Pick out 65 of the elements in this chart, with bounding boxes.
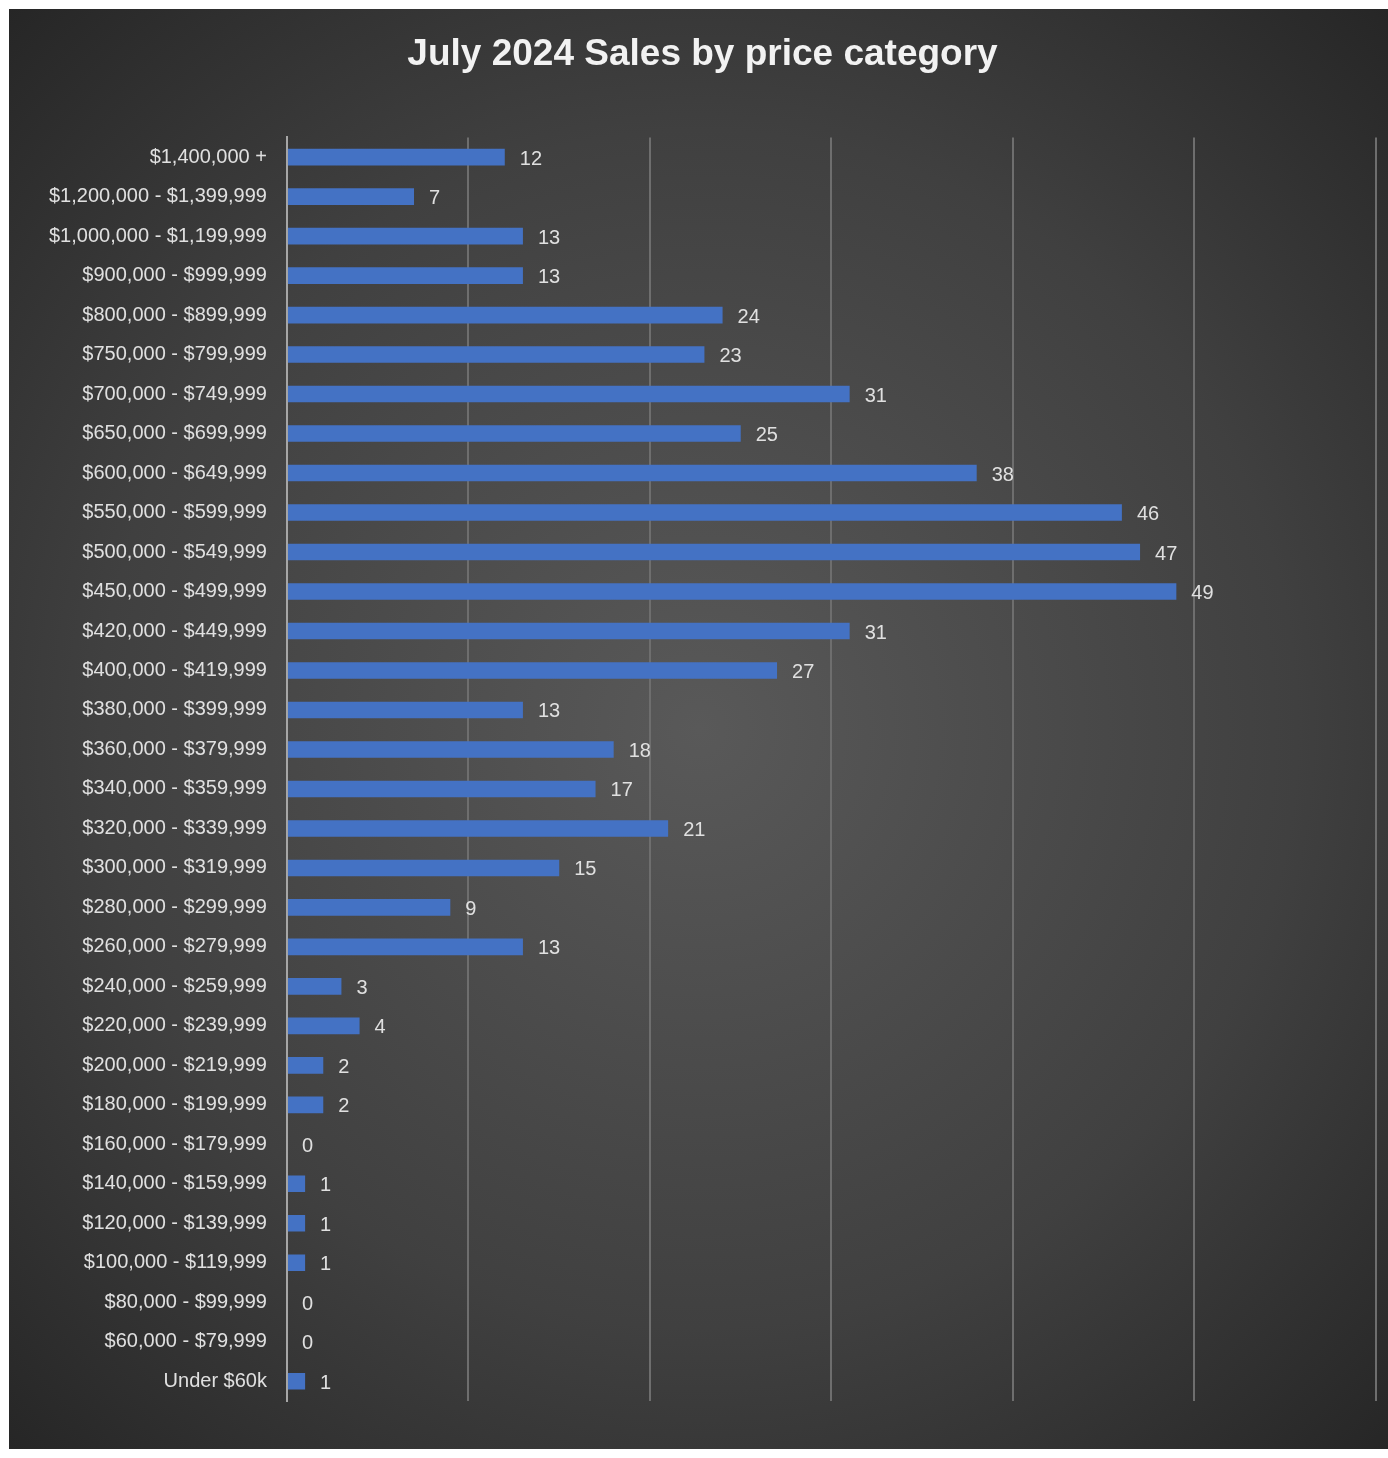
y-tick-label: $180,000 - $199,999 bbox=[82, 1092, 267, 1115]
data-label: 4 bbox=[374, 1015, 386, 1038]
y-tick-label: $750,000 - $799,999 bbox=[82, 342, 267, 365]
y-tick-label: $450,000 - $499,999 bbox=[82, 579, 267, 602]
y-tick-label: $120,000 - $139,999 bbox=[82, 1210, 267, 1233]
data-label: 0 bbox=[301, 1133, 314, 1156]
data-label: 27 bbox=[792, 660, 815, 682]
data-label: 31 bbox=[864, 383, 887, 406]
y-tick-label: $1,200,000 - $1,399,999 bbox=[49, 184, 267, 207]
chart-title: July 2024 Sales by price category bbox=[407, 32, 999, 74]
y-tick-label: $1,400,000 + bbox=[149, 144, 267, 167]
data-label: 2 bbox=[338, 1094, 350, 1117]
data-label: 1 bbox=[320, 1173, 332, 1196]
data-label: 38 bbox=[991, 462, 1014, 485]
y-tick-label: $200,000 - $219,999 bbox=[82, 1052, 267, 1075]
y-tick-label: $360,000 - $379,999 bbox=[82, 736, 267, 759]
data-label: 7 bbox=[429, 186, 441, 209]
y-tick-label: $220,000 - $239,999 bbox=[82, 1013, 267, 1036]
data-label: 17 bbox=[610, 778, 633, 801]
y-tick-label: $800,000 - $899,999 bbox=[82, 302, 267, 325]
data-label: 31 bbox=[864, 620, 887, 643]
y-tick-label: $300,000 - $319,999 bbox=[82, 855, 267, 878]
data-label: 46 bbox=[1136, 502, 1160, 525]
y-tick-label: $140,000 - $159,999 bbox=[82, 1171, 267, 1194]
y-tick-label: Under $60k bbox=[163, 1368, 268, 1391]
data-label: 13 bbox=[537, 265, 561, 288]
y-tick-label: $240,000 - $259,999 bbox=[82, 973, 267, 996]
data-label: 2 bbox=[338, 1054, 350, 1077]
data-label: 23 bbox=[719, 344, 742, 367]
y-tick-label: $500,000 - $549,999 bbox=[82, 539, 267, 562]
data-label: 25 bbox=[755, 423, 778, 446]
data-label: 13 bbox=[537, 225, 561, 248]
y-tick-label: $650,000 - $699,999 bbox=[82, 421, 267, 444]
data-label: 12 bbox=[519, 146, 543, 169]
y-tick-label: $550,000 - $599,999 bbox=[82, 500, 267, 523]
y-tick-label: $80,000 - $99,999 bbox=[104, 1289, 267, 1312]
data-label: 49 bbox=[1191, 581, 1214, 604]
data-label: 47 bbox=[1155, 541, 1178, 564]
y-tick-label: $320,000 - $339,999 bbox=[82, 815, 267, 838]
data-label: 24 bbox=[737, 304, 760, 327]
y-tick-label: $100,000 - $119,999 bbox=[83, 1250, 267, 1273]
y-tick-label: $900,000 - $999,999 bbox=[82, 263, 267, 286]
data-label: 0 bbox=[301, 1331, 314, 1354]
y-tick-label: $260,000 - $279,999 bbox=[82, 934, 267, 957]
y-tick-label: $400,000 - $419,999 bbox=[82, 658, 267, 680]
y-tick-label: $380,000 - $399,999 bbox=[82, 697, 267, 720]
y-tick-label: $340,000 - $359,999 bbox=[82, 776, 267, 799]
data-label: 13 bbox=[537, 699, 561, 722]
y-tick-label: $60,000 - $79,999 bbox=[104, 1329, 267, 1352]
y-tick-label: $420,000 - $449,999 bbox=[82, 618, 267, 641]
data-label: 1 bbox=[320, 1252, 332, 1275]
y-tick-label: $700,000 - $749,999 bbox=[82, 381, 267, 404]
data-label: 3 bbox=[356, 975, 368, 998]
data-label: 13 bbox=[537, 936, 561, 959]
data-label: 18 bbox=[628, 738, 651, 761]
y-tick-label: $160,000 - $179,999 bbox=[82, 1131, 267, 1154]
data-label: 0 bbox=[301, 1291, 314, 1314]
y-tick-label: $280,000 - $299,999 bbox=[82, 894, 267, 917]
data-label: 1 bbox=[320, 1370, 332, 1393]
data-label: 1 bbox=[320, 1212, 332, 1235]
y-tick-label: $1,000,000 - $1,199,999 bbox=[49, 223, 267, 246]
data-label: 9 bbox=[465, 896, 477, 919]
data-label: 21 bbox=[683, 817, 706, 840]
y-tick-label: $600,000 - $649,999 bbox=[82, 460, 267, 483]
data-label: 15 bbox=[574, 857, 597, 880]
